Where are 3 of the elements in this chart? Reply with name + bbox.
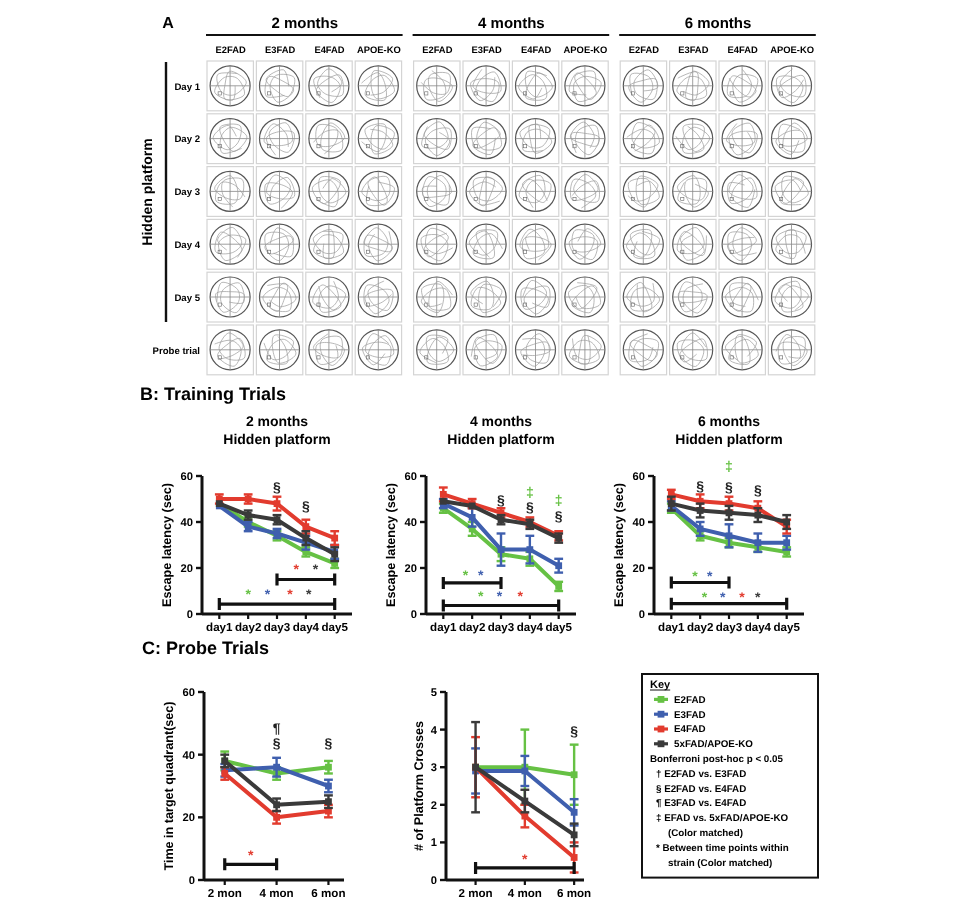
text: A bbox=[162, 14, 175, 32]
text: C: Probe Trials bbox=[142, 638, 270, 658]
text: B: Training Trials bbox=[140, 384, 287, 404]
